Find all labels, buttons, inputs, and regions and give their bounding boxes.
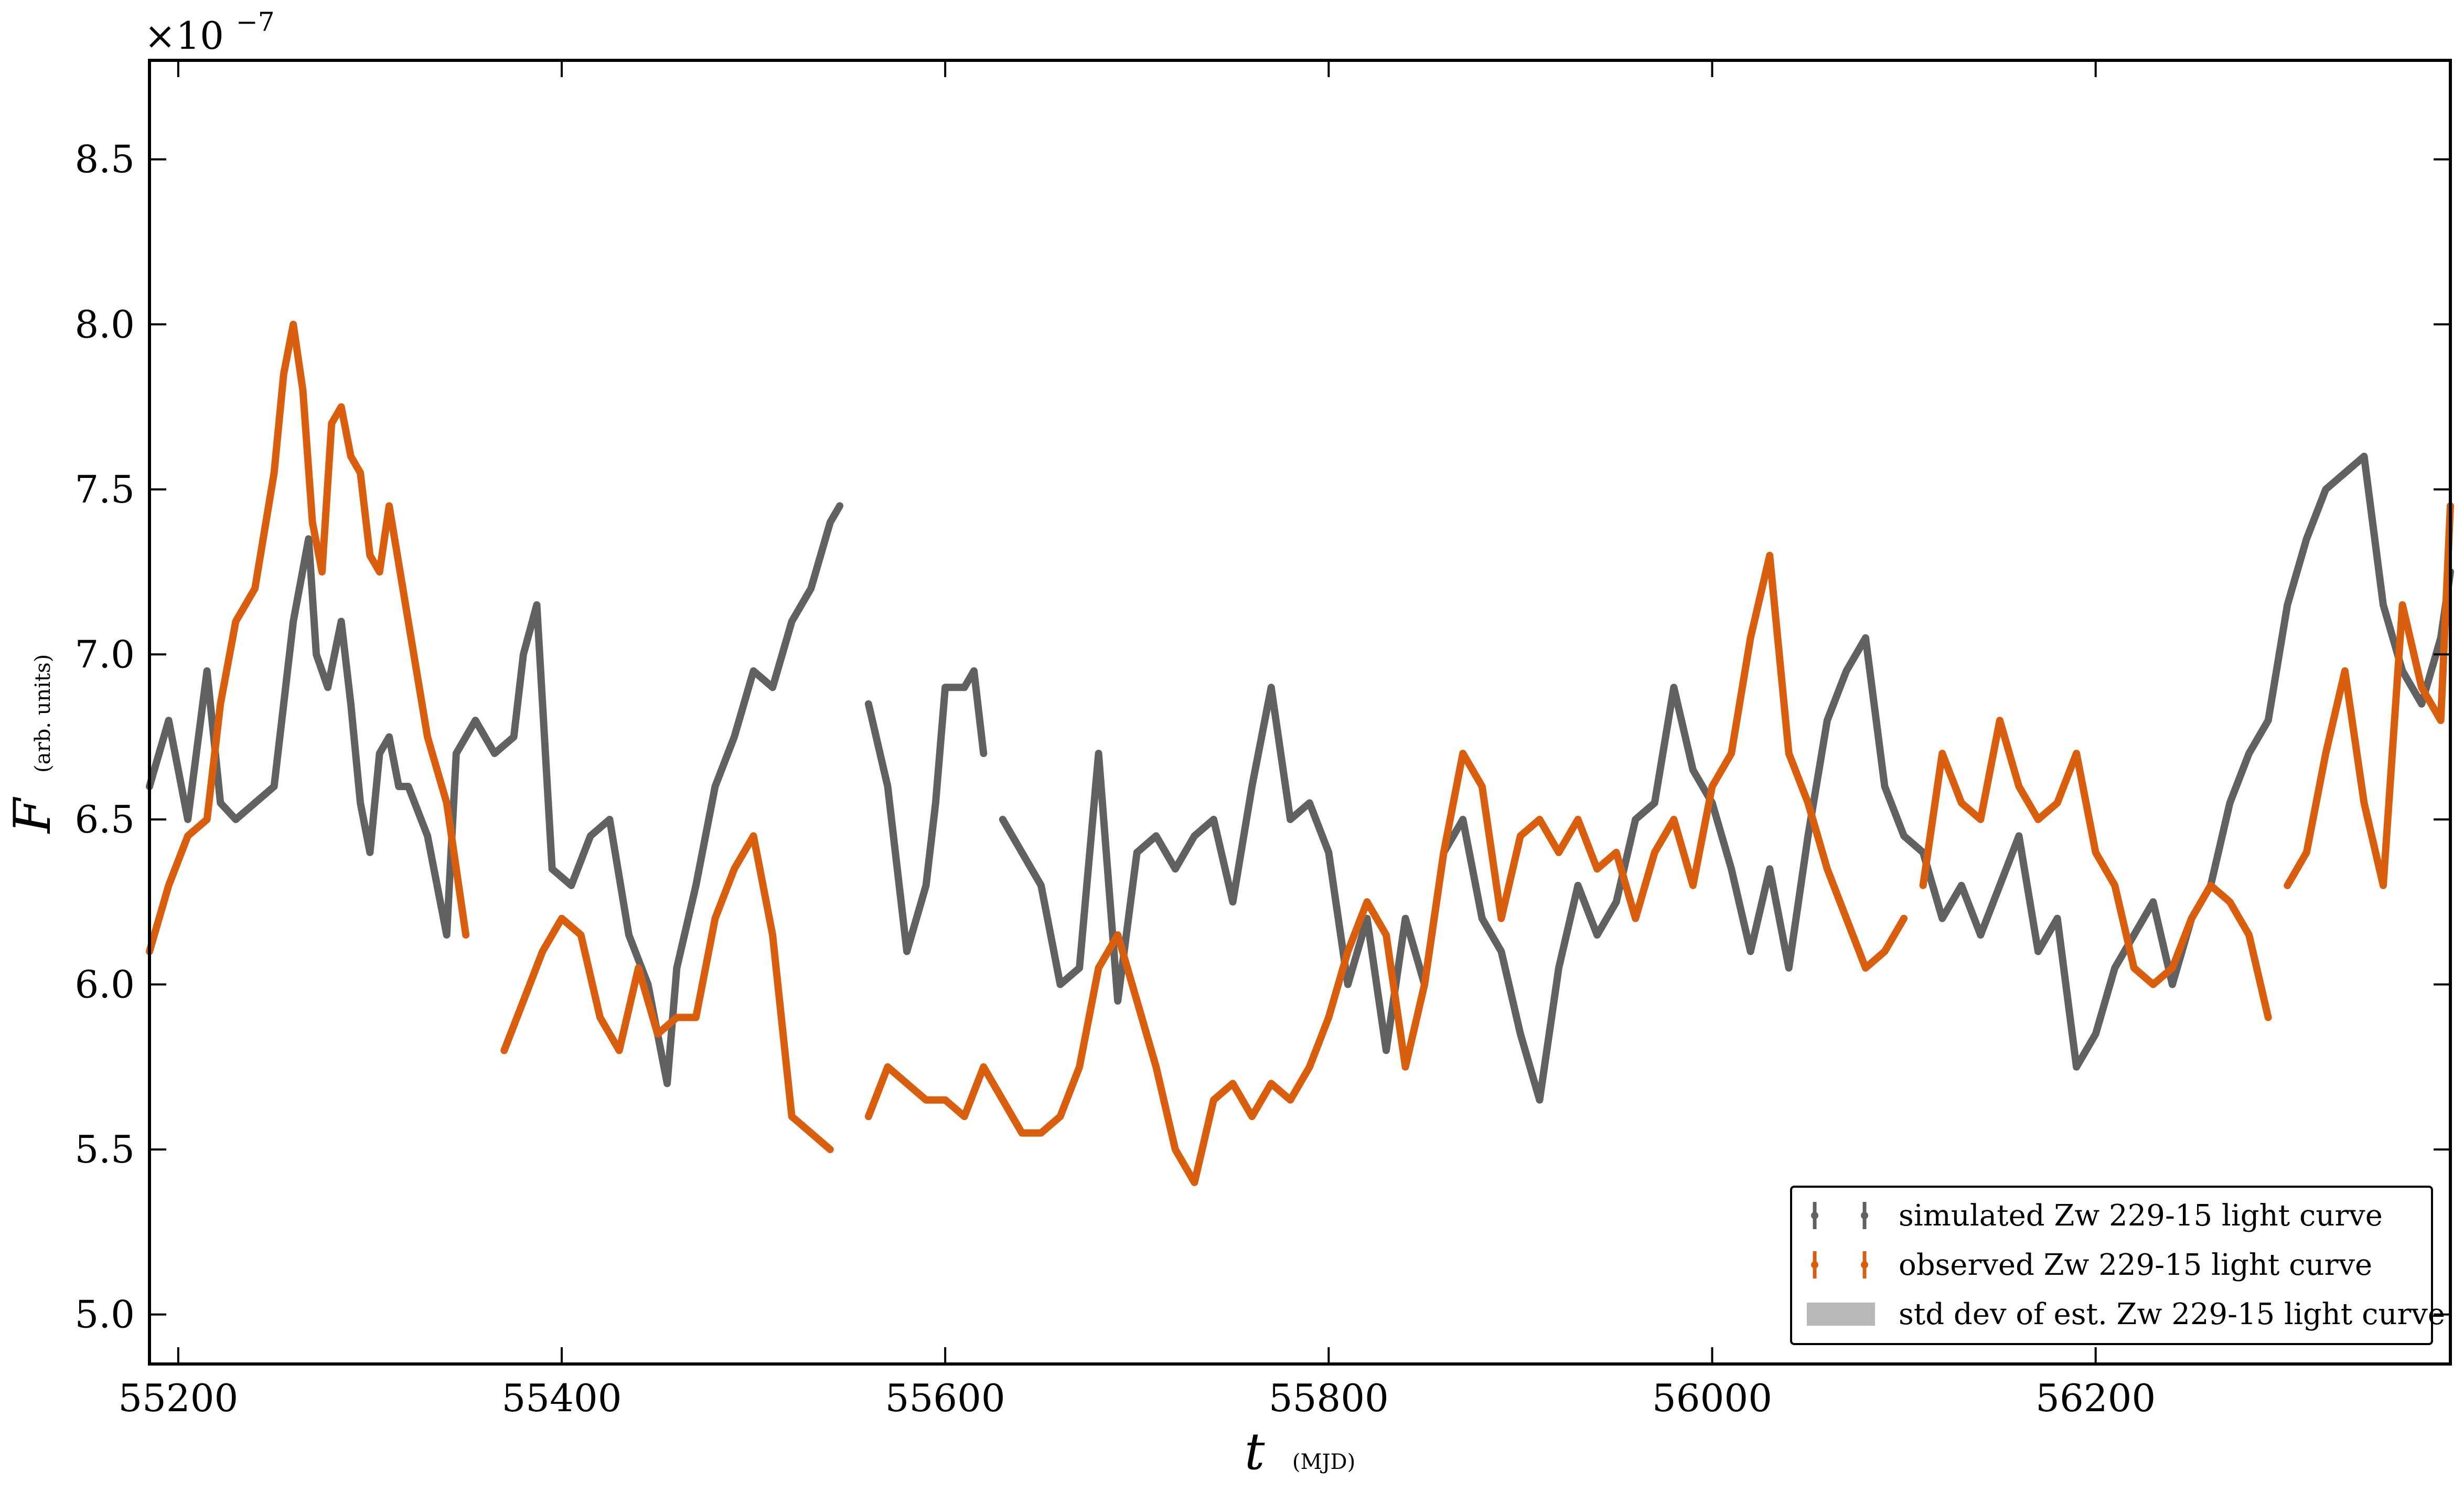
y-tick-label: 5.5 [74,1127,135,1171]
y-axis: 5.0 5.5 6.0 6.5 7.0 7.5 8.0 8.5 [74,137,2450,1337]
series-line-segment [1919,717,2214,988]
y-tick-label: 8.0 [74,302,135,346]
series-line-segment [864,931,1333,1186]
series-line-segment [500,832,834,1154]
y-axis-label-unit: (arb. units) [31,654,55,773]
y-axis-label: F (arb. units) [3,654,62,834]
legend-label: observed Zw 229-15 light curve [1899,1248,2372,1282]
legend-label: simulated Zw 229-15 light curve [1899,1199,2383,1233]
x-tick-label: 55600 [885,1376,1005,1420]
y-tick-label: 7.0 [74,632,135,676]
y-tick-label: 8.5 [74,137,135,182]
legend-point-marker [1811,1212,1818,1219]
series-line-segment [864,667,988,955]
series-line-segment [999,634,1927,1104]
series-line-segment [2284,502,2454,889]
series-line-segment [2207,881,2272,1021]
y-tick-label: 5.0 [74,1293,135,1337]
legend-point-marker [1861,1261,1868,1269]
legend-entry: observed Zw 229-15 light curve [1811,1248,2372,1282]
y-tick-label: 7.5 [74,467,135,511]
x-tick-label: 56000 [1652,1376,1772,1420]
y-tick-label: 6.5 [74,797,135,841]
legend-entry: simulated Zw 229-15 light curve [1811,1199,2383,1233]
x-axis-label-symbol: t [1245,1422,1265,1481]
legend-entries: simulated Zw 229-15 light curve observed … [1807,1199,2445,1331]
legend-box [1790,1186,2433,1345]
series-line-segment [146,321,470,955]
legend-point-marker [1861,1212,1868,1219]
x-tick-label: 56200 [2036,1376,2156,1420]
series-line-segment [1325,551,1908,1071]
x-tick-label: 55200 [118,1376,238,1420]
x-axis-label: t (MJD) [1245,1422,1355,1481]
x-axis-label-unit: (MJD) [1292,1450,1355,1474]
y-tick-label: 6.0 [74,963,135,1007]
y-axis-label-symbol: F [3,796,62,834]
x-tick-label: 55400 [501,1376,622,1420]
legend: simulated Zw 229-15 light curve observed … [1790,1186,2445,1345]
x-tick-label: 55800 [1269,1376,1389,1420]
x-axis: 55200 55400 55600 55800 56000 56200 [118,60,2156,1420]
series-layer [146,321,2454,1186]
series-line-segment [146,502,844,1088]
plot-frame [148,59,2452,1366]
legend-label: std dev of est. Zw 229-15 light curve [1899,1297,2445,1331]
y-offset-base: ×10 [144,14,224,58]
y-offset-exponent: −7 [236,7,275,37]
legend-entry: std dev of est. Zw 229-15 light curve [1807,1297,2445,1331]
legend-point-marker [1811,1261,1818,1269]
series-observed [146,321,2454,1186]
y-offset-label: ×10 −7 [144,7,275,58]
legend-patch [1807,1303,1875,1326]
